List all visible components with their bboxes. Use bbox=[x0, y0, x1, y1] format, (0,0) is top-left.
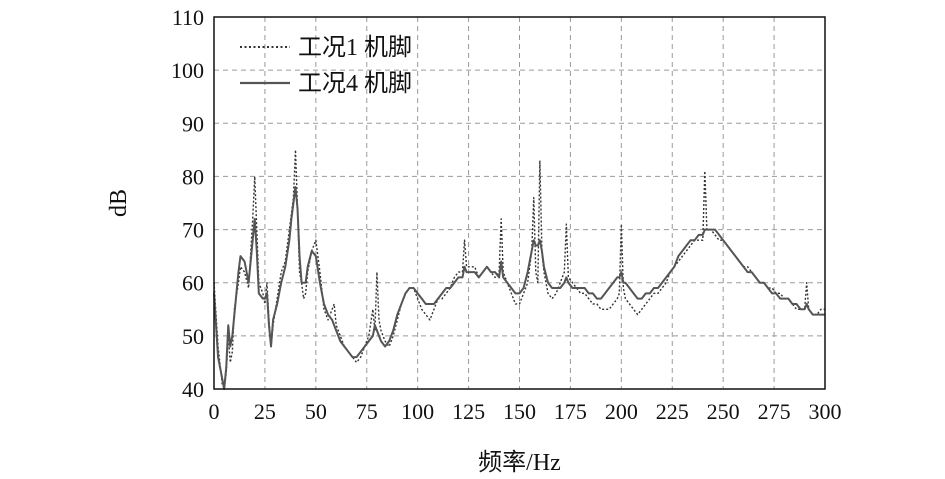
y-tick-labels: 40 50 60 70 80 90 100 110 bbox=[171, 5, 204, 402]
x-tick-label: 75 bbox=[356, 399, 378, 424]
x-tick-label: 225 bbox=[656, 399, 689, 424]
legend-label-series-1: 工况1 机脚 bbox=[298, 34, 412, 61]
y-tick-label: 80 bbox=[182, 164, 204, 189]
x-tick-label: 150 bbox=[503, 399, 536, 424]
x-tick-label: 0 bbox=[209, 399, 220, 424]
x-tick-label: 25 bbox=[254, 399, 276, 424]
legend: 工况1 机脚 工况4 机脚 bbox=[240, 34, 412, 97]
y-tick-label: 40 bbox=[182, 377, 204, 402]
x-tick-label: 100 bbox=[401, 399, 434, 424]
x-tick-label: 175 bbox=[554, 399, 587, 424]
x-axis-title: 频率/Hz bbox=[478, 449, 561, 476]
x-tick-label: 275 bbox=[758, 399, 791, 424]
x-tick-label: 250 bbox=[707, 399, 740, 424]
x-tick-label: 50 bbox=[305, 399, 327, 424]
legend-label-series-2: 工况4 机脚 bbox=[298, 70, 412, 97]
x-tick-label: 125 bbox=[452, 399, 485, 424]
y-tick-label: 60 bbox=[182, 271, 204, 296]
y-tick-label: 110 bbox=[172, 5, 204, 30]
y-tick-label: 50 bbox=[182, 324, 204, 349]
x-tick-label: 300 bbox=[809, 399, 842, 424]
series-lines bbox=[213, 149, 825, 390]
y-tick-label: 90 bbox=[182, 111, 204, 136]
y-tick-label: 70 bbox=[182, 218, 204, 243]
x-tick-labels: 0 25 50 75 100 125 150 175 200 225 250 275 300 bbox=[209, 399, 842, 424]
y-axis-title: dB bbox=[106, 189, 132, 217]
plot-frame bbox=[213, 16, 826, 390]
y-tick-label: 100 bbox=[171, 58, 204, 83]
x-tick-label: 200 bbox=[605, 399, 638, 424]
grid-lines bbox=[214, 17, 825, 389]
series-line-2 bbox=[213, 186, 825, 390]
